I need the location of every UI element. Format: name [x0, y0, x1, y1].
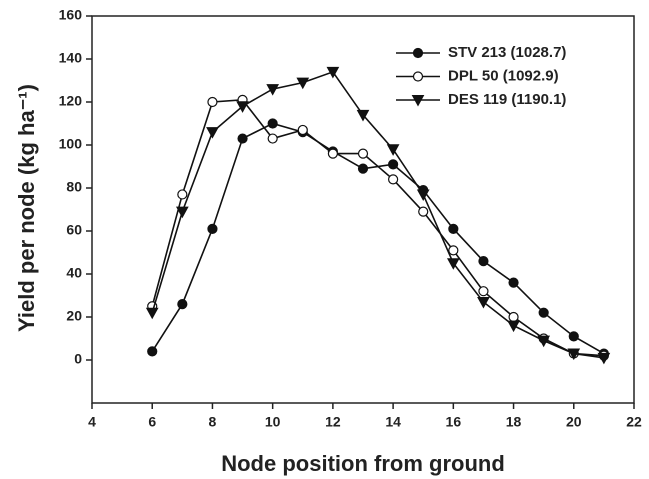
marker — [236, 101, 249, 113]
marker — [145, 307, 159, 320]
x-tick-label: 14 — [385, 414, 401, 430]
marker — [508, 311, 519, 323]
plot-frame — [91, 15, 635, 404]
marker — [357, 163, 369, 174]
marker — [297, 124, 308, 136]
legend-marker — [411, 95, 425, 107]
y-tick-label: 80 — [66, 179, 82, 195]
marker — [388, 174, 399, 185]
y-axis-title: Yield per node (kg ha⁻¹) — [14, 84, 39, 332]
y-tick-label: 160 — [59, 7, 83, 23]
marker — [418, 206, 429, 217]
legend-marker — [412, 71, 424, 82]
marker — [477, 296, 490, 309]
x-tick-label: 4 — [88, 414, 96, 430]
y-tick-label: 60 — [66, 222, 82, 238]
marker — [567, 348, 581, 361]
legend-label: DES 119 (1190.1) — [448, 91, 566, 108]
marker — [538, 307, 549, 318]
marker — [356, 109, 370, 122]
y-tick-label: 120 — [59, 93, 83, 109]
marker — [388, 159, 399, 170]
marker — [207, 96, 218, 108]
marker — [326, 66, 340, 79]
marker — [237, 133, 248, 144]
y-tick-label: 20 — [66, 308, 82, 324]
marker — [175, 206, 189, 219]
marker — [296, 77, 310, 90]
marker — [267, 133, 278, 144]
marker — [207, 223, 218, 234]
marker — [416, 189, 430, 201]
legend-marker — [412, 47, 424, 59]
marker — [448, 245, 459, 256]
marker — [386, 144, 400, 156]
legend-label: STV 213 (1028.7) — [448, 44, 566, 61]
x-tick-label: 18 — [506, 414, 522, 430]
marker — [177, 299, 188, 310]
marker — [537, 335, 551, 348]
x-tick-label: 12 — [325, 414, 341, 430]
series-line — [151, 99, 604, 357]
x-tick-label: 8 — [209, 414, 217, 430]
marker — [206, 127, 219, 139]
marker — [177, 189, 188, 200]
marker — [508, 277, 519, 288]
marker — [448, 223, 459, 234]
x-tick-label: 6 — [148, 414, 156, 430]
marker — [478, 286, 489, 297]
series-line — [151, 70, 605, 359]
y-tick-label: 0 — [74, 351, 82, 367]
x-tick-label: 22 — [626, 414, 642, 430]
series-line — [151, 122, 605, 355]
y-tick-label: 40 — [66, 265, 82, 281]
x-axis-title: Node position from ground — [221, 451, 505, 476]
x-tick-label: 16 — [446, 414, 462, 430]
x-tick-label: 20 — [566, 414, 582, 430]
y-tick-label: 140 — [59, 50, 83, 66]
marker — [357, 148, 369, 159]
marker — [478, 256, 489, 267]
marker — [267, 118, 278, 129]
marker — [446, 258, 460, 270]
marker — [147, 346, 158, 357]
x-tick-label: 10 — [265, 414, 281, 430]
marker — [568, 331, 579, 342]
legend-label: DPL 50 (1092.9) — [448, 67, 559, 84]
marker — [597, 352, 611, 365]
marker — [266, 84, 280, 96]
marker — [507, 320, 520, 333]
marker — [327, 148, 338, 159]
y-tick-label: 100 — [59, 136, 83, 152]
